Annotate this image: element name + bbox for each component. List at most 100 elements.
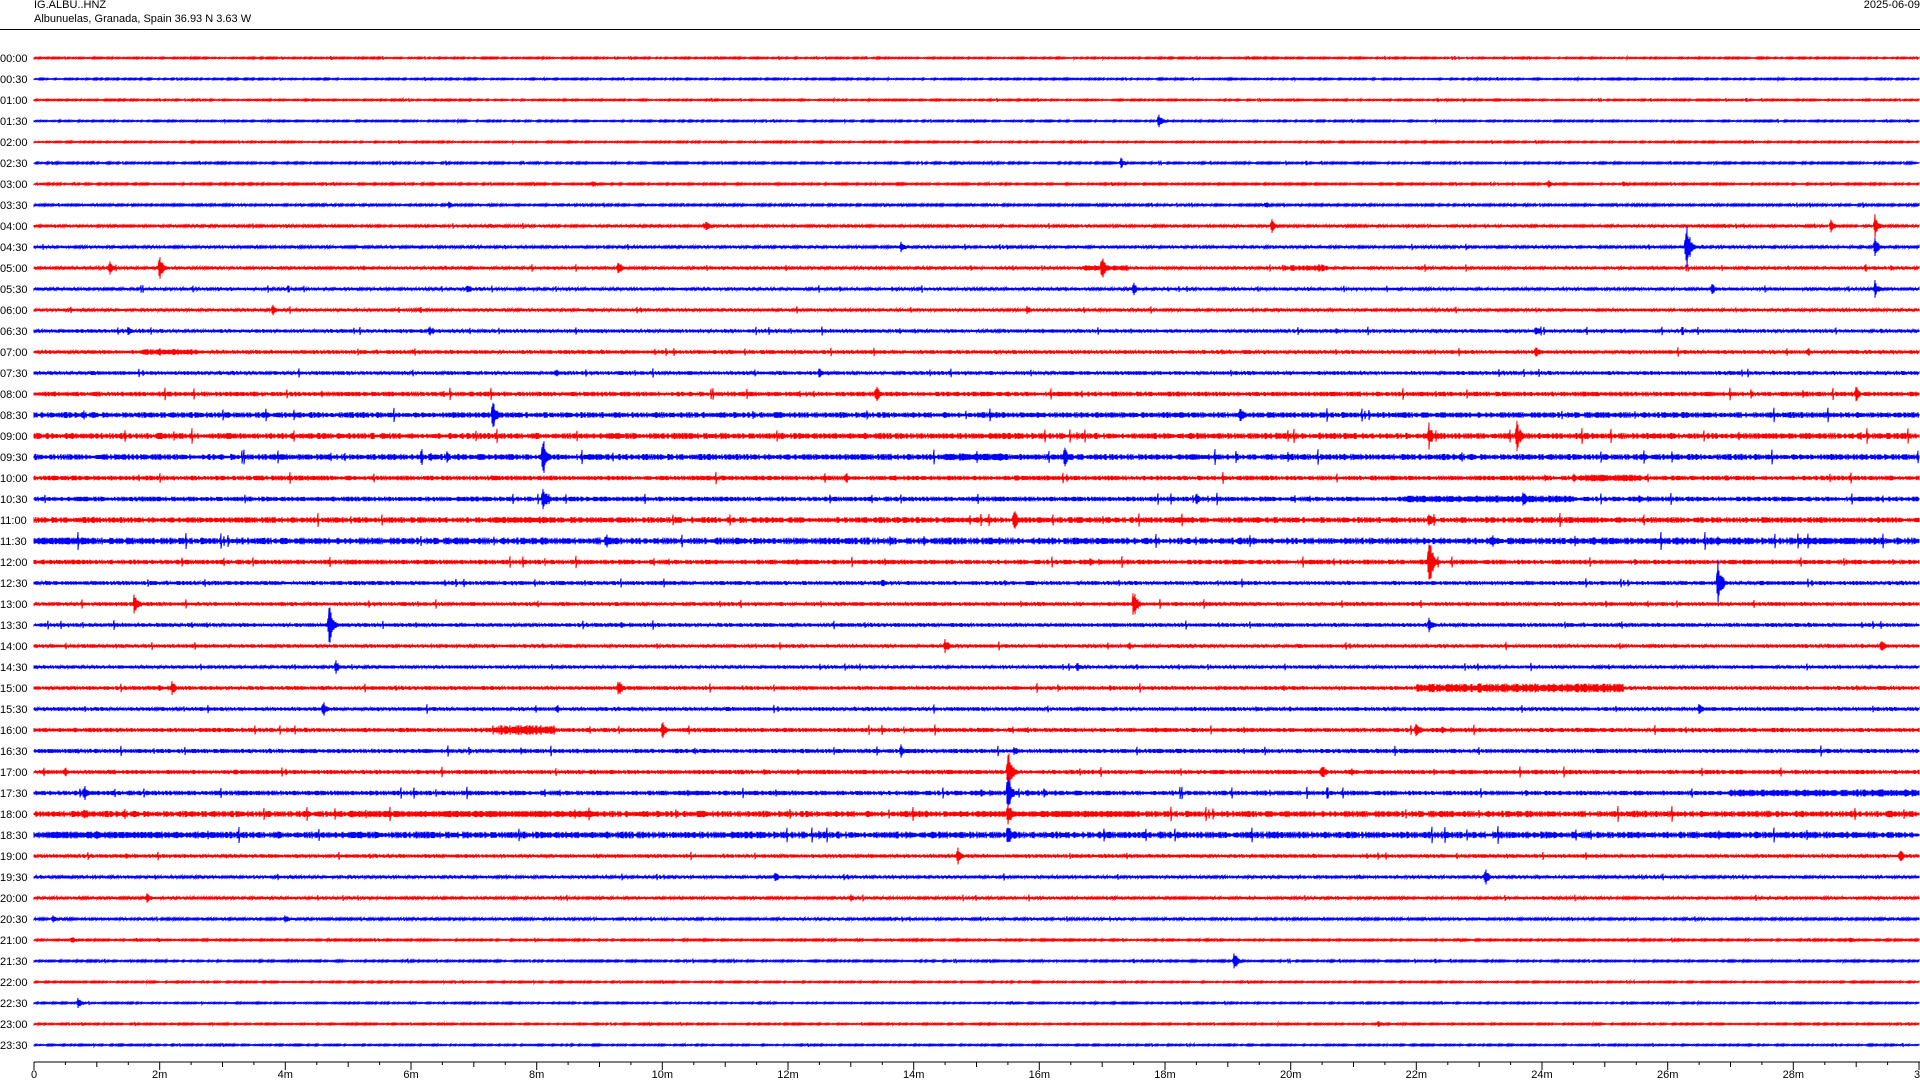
trace-row-1000: [33, 471, 1920, 485]
trace-row-1030: [33, 488, 1920, 510]
row-label: 08:00: [0, 389, 28, 401]
trace-row-0600: [33, 304, 1920, 316]
trace-row-1600: [33, 722, 1920, 738]
row-label: 11:30: [0, 536, 27, 548]
x-tick-label: 16m: [1029, 1069, 1050, 1080]
row-label: 14:00: [0, 641, 28, 653]
row-label: 00:00: [0, 53, 28, 65]
row-label: 14:30: [0, 662, 28, 674]
row-label: 13:00: [0, 599, 28, 611]
record-date: 2025-06-09: [1863, 0, 1920, 11]
x-tick-label: 8m: [529, 1069, 544, 1080]
row-label: 04:00: [0, 221, 28, 233]
row-label: 15:00: [0, 683, 28, 695]
trace-row-2000: [33, 893, 1920, 903]
row-label: 02:00: [0, 137, 28, 149]
trace-row-0830: [33, 402, 1920, 428]
row-label: 06:00: [0, 305, 28, 317]
trace-row-0930: [33, 441, 1920, 473]
trace-row-1230: [33, 559, 1920, 607]
trace-row-0200: [33, 138, 1920, 146]
row-label: 19:30: [0, 872, 28, 884]
row-label: 01:00: [0, 95, 28, 107]
row-label: 23:30: [0, 1040, 28, 1052]
x-tick-label: 0: [31, 1069, 37, 1080]
x-tick-label: 28m: [1783, 1069, 1804, 1080]
trace-row-2300: [33, 1020, 1920, 1028]
x-tick-label: 20m: [1280, 1069, 1301, 1080]
trace-row-1430: [33, 660, 1920, 674]
x-tick-label: 14m: [903, 1069, 924, 1080]
station-location: Albunuelas, Granada, Spain 36.93 N 3.63 …: [34, 13, 252, 25]
trace-row-2100: [33, 936, 1920, 943]
trace-row-0800: [33, 386, 1920, 402]
row-label: 12:30: [0, 578, 28, 590]
row-label: 05:00: [0, 263, 28, 275]
trace-row-0900: [33, 420, 1920, 452]
x-tick-label: 18m: [1154, 1069, 1175, 1080]
trace-row-1200: [33, 544, 1920, 580]
row-label-group: 00:00 00:30 01:00 01:30 02:00 02:30 03:00 03:30…: [0, 53, 28, 1052]
trace-row-0730: [33, 368, 1920, 378]
row-label: 09:30: [0, 452, 28, 464]
trace-row-2330: [33, 1041, 1920, 1049]
row-label: 09:00: [0, 431, 28, 443]
trace-row-1830: [33, 826, 1920, 844]
row-label: 16:30: [0, 746, 28, 758]
trace-row-0230: [33, 157, 1920, 169]
trace-row-1100: [33, 511, 1920, 529]
trace-row-0130: [33, 114, 1920, 128]
trace-row-0000: [33, 54, 1920, 62]
header-divider: [0, 29, 1920, 30]
row-label: 17:30: [0, 788, 28, 800]
trace-row-0700: [33, 347, 1920, 357]
row-label: 05:30: [0, 284, 28, 296]
trace-row-0330: [33, 201, 1920, 209]
row-label: 23:00: [0, 1019, 28, 1031]
trace-row-2030: [33, 915, 1920, 923]
row-label: 18:30: [0, 830, 28, 842]
row-label: 02:30: [0, 158, 28, 170]
trace-row-1700: [33, 753, 1920, 791]
row-label: 19:00: [0, 851, 28, 863]
trace-row-2230: [33, 997, 1920, 1009]
x-tick-label: 24m: [1531, 1069, 1552, 1080]
row-label: 22:30: [0, 998, 28, 1010]
trace-row-0100: [33, 96, 1920, 104]
trace-row-1800: [33, 803, 1920, 825]
trace-row-1730: [33, 777, 1920, 809]
row-label: 07:00: [0, 347, 28, 359]
trace-row-0400: [33, 214, 1920, 238]
row-label: 03:00: [0, 179, 28, 191]
x-tick-label: 30: [1914, 1069, 1920, 1080]
trace-row-1900: [33, 847, 1920, 865]
row-label: 08:30: [0, 410, 28, 422]
row-label: 12:00: [0, 557, 28, 569]
trace-row-1500: [33, 680, 1920, 696]
trace-row-1300: [33, 593, 1920, 615]
trace-row-0630: [33, 326, 1920, 336]
trace-row-2200: [33, 978, 1920, 986]
trace-row-1630: [33, 744, 1920, 758]
trace-row-1930: [33, 869, 1920, 885]
row-label: 10:30: [0, 494, 28, 506]
trace-row-1400: [33, 638, 1920, 654]
trace-row-0530: [33, 280, 1920, 298]
row-label: 03:30: [0, 200, 28, 212]
time-axis: 0 2m 4m 6m 8m 10m 12m 14m 16m 18m 20m 22m 24m 26m 28m 3…: [31, 1061, 1920, 1080]
row-label: 17:00: [0, 767, 28, 779]
row-label: 04:30: [0, 242, 28, 254]
row-label: 16:00: [0, 725, 28, 737]
x-tick-label: 22m: [1406, 1069, 1427, 1080]
row-label: 20:00: [0, 893, 28, 905]
x-tick-label: 26m: [1657, 1069, 1678, 1080]
station-code: IG.ALBU..HNZ: [34, 0, 107, 11]
row-label: 15:30: [0, 704, 28, 716]
row-label: 18:00: [0, 809, 28, 821]
trace-row-1330: [33, 607, 1920, 643]
x-tick-label: 10m: [652, 1069, 673, 1080]
row-label: 13:30: [0, 620, 28, 632]
row-label: 00:30: [0, 74, 28, 86]
trace-row-1130: [33, 531, 1920, 551]
trace-row-0430: [33, 226, 1920, 268]
